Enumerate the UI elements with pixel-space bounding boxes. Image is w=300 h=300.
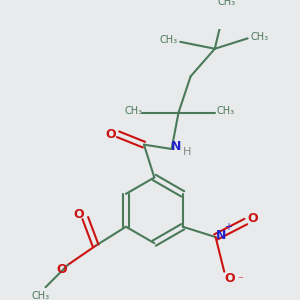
Text: CH₃: CH₃ xyxy=(251,32,269,42)
Text: CH₃: CH₃ xyxy=(218,0,236,7)
Text: O: O xyxy=(73,208,84,221)
Text: CH₃: CH₃ xyxy=(159,35,177,45)
Text: O: O xyxy=(248,212,258,225)
Text: CH₃: CH₃ xyxy=(216,106,234,116)
Text: CH₃: CH₃ xyxy=(124,106,142,116)
Text: H: H xyxy=(183,147,191,158)
Text: O: O xyxy=(224,272,235,285)
Text: N: N xyxy=(171,140,181,153)
Text: N: N xyxy=(216,229,226,242)
Text: O: O xyxy=(57,262,67,276)
Text: ⁻: ⁻ xyxy=(237,275,243,285)
Text: O: O xyxy=(106,128,116,141)
Text: CH₃: CH₃ xyxy=(31,291,50,300)
Text: +: + xyxy=(224,222,232,232)
